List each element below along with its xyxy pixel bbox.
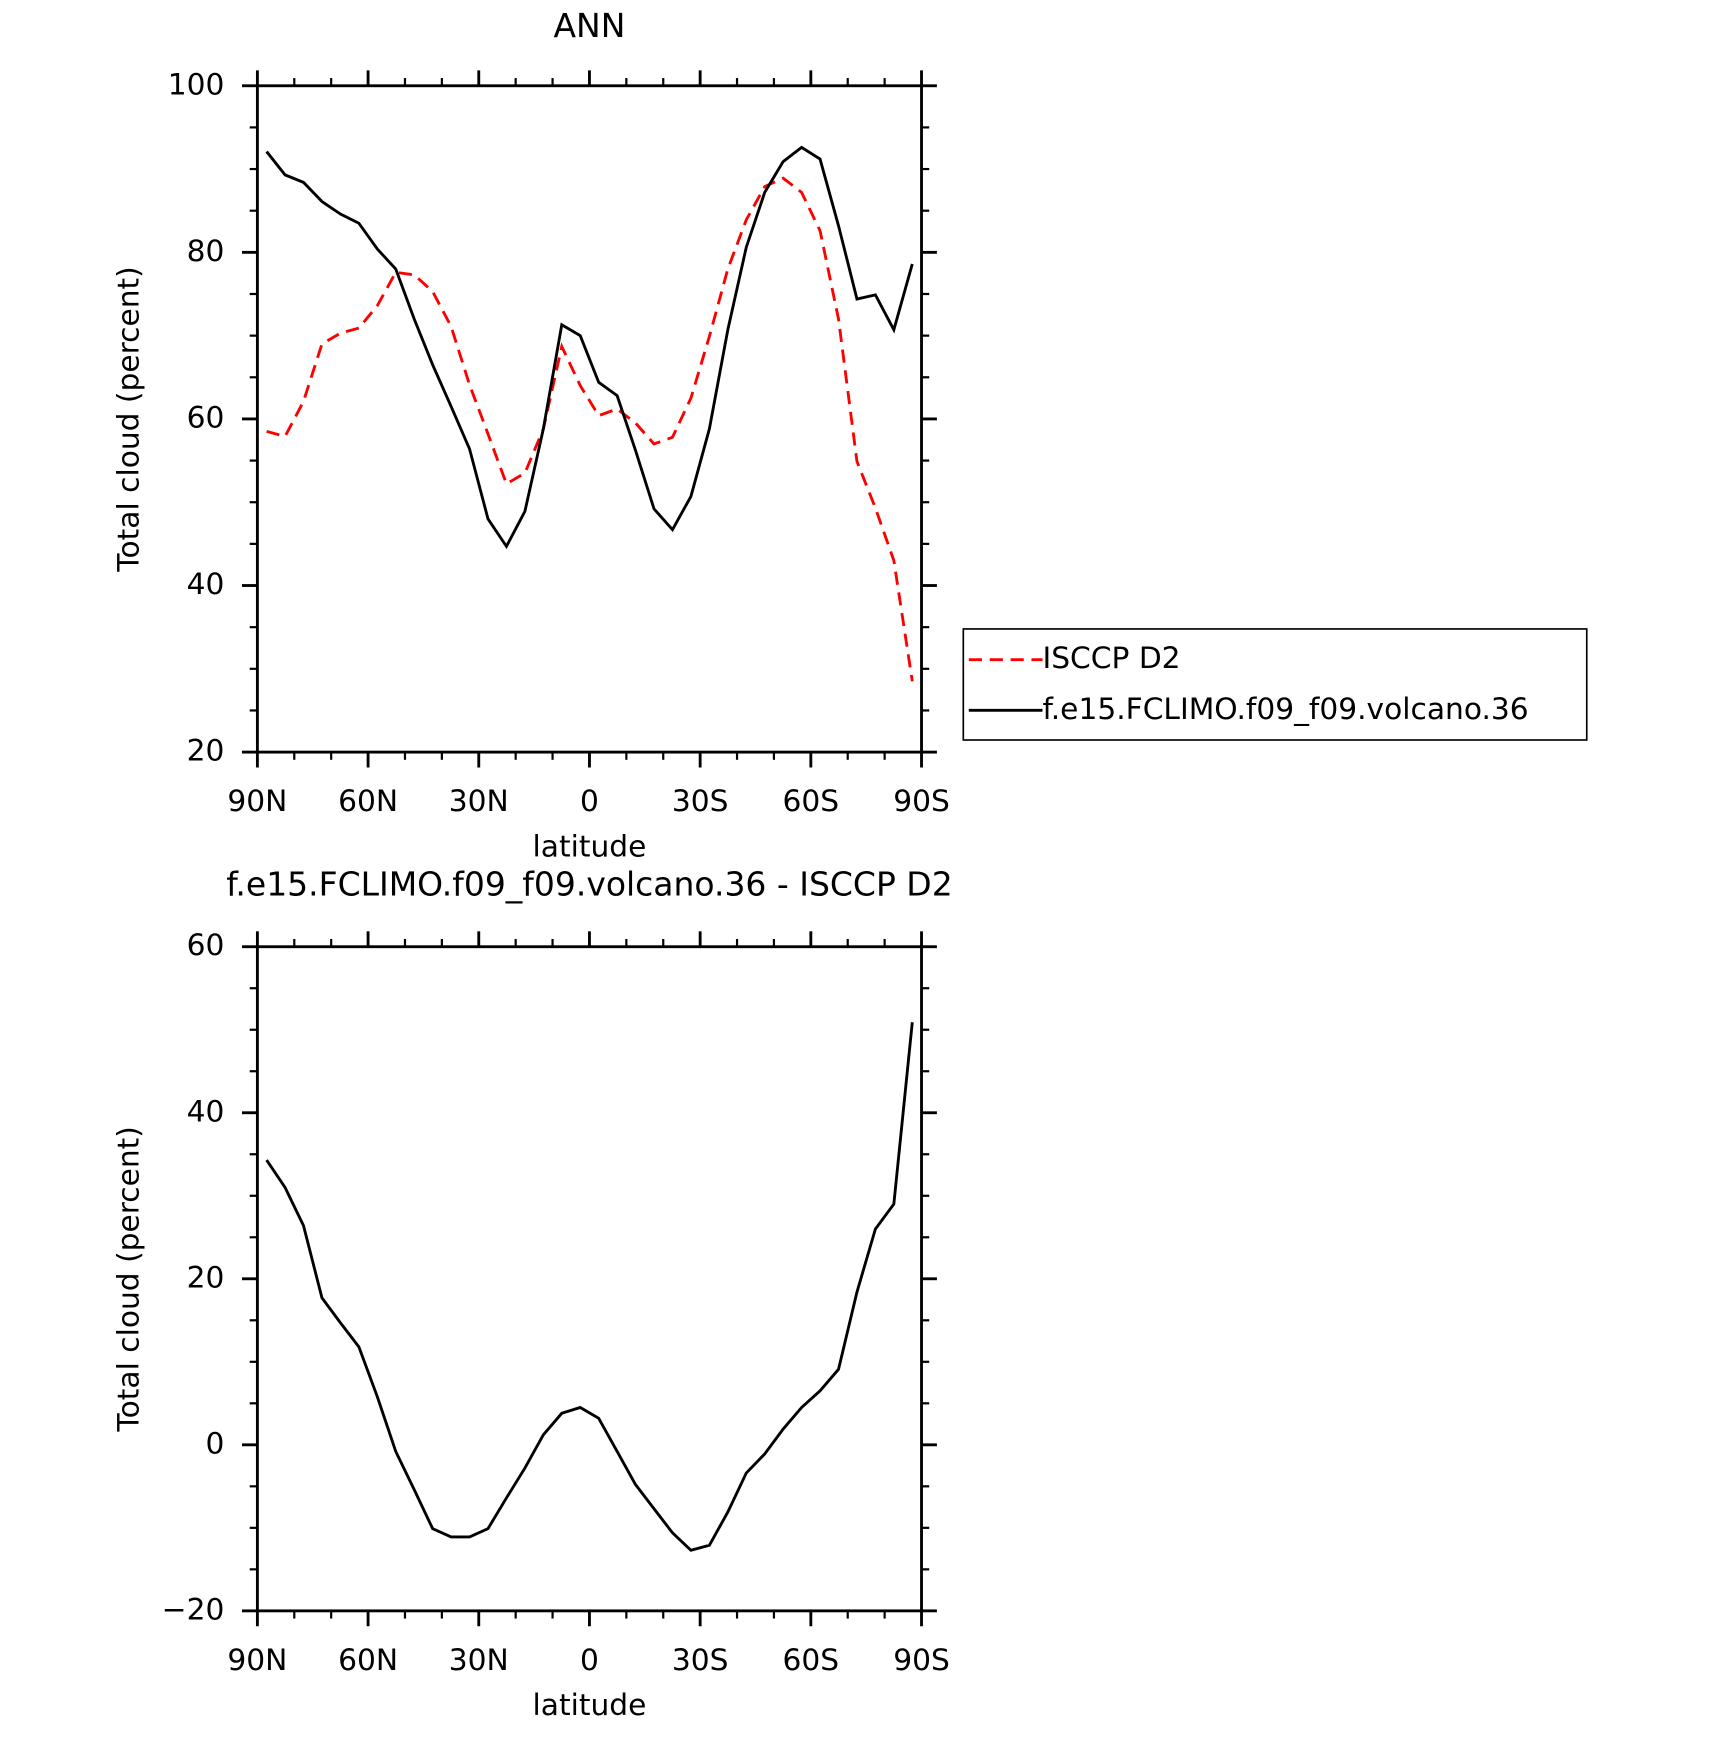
y-tick-label: 0 — [206, 1425, 225, 1460]
x-tick-label: 90N — [227, 1642, 287, 1677]
legend-box — [962, 628, 1588, 741]
chart-title: ANN — [554, 6, 626, 45]
x-tick-label: 90N — [227, 783, 287, 818]
data-line — [266, 176, 914, 682]
y-tick-label: −20 — [162, 1591, 225, 1626]
legend-label: f.e15.FCLIMO.f09_f09.volcano.36 — [1042, 691, 1528, 726]
x-tick-label: 30N — [449, 783, 509, 818]
y-tick-label: 60 — [187, 927, 225, 962]
y-axis-label: Total cloud (percent) — [110, 266, 145, 572]
x-tick-label: 0 — [580, 1642, 599, 1677]
y-tick-label: 100 — [168, 66, 225, 101]
x-tick-label: 30S — [672, 783, 729, 818]
y-tick-label: 20 — [187, 733, 225, 768]
y-tick-label: 20 — [187, 1259, 225, 1294]
x-axis-label: latitude — [533, 828, 647, 863]
y-tick-label: 40 — [187, 1093, 225, 1128]
x-tick-label: 60N — [338, 783, 398, 818]
x-tick-label: 0 — [580, 783, 599, 818]
data-line — [265, 145, 914, 550]
x-axis-label: latitude — [533, 1687, 647, 1722]
data-line — [265, 1022, 914, 1552]
x-tick-label: 90S — [893, 783, 950, 818]
x-tick-label: 30S — [672, 1642, 729, 1677]
x-tick-label: 90S — [893, 1642, 950, 1677]
y-tick-label: 80 — [187, 233, 225, 268]
y-tick-label: 40 — [187, 566, 225, 601]
x-tick-label: 60N — [338, 1642, 398, 1677]
x-tick-label: 60S — [783, 783, 840, 818]
y-tick-label: 60 — [187, 399, 225, 434]
legend-label: ISCCP D2 — [1042, 640, 1180, 675]
chart-title: f.e15.FCLIMO.f09_f09.volcano.36 - ISCCP … — [226, 865, 952, 904]
y-axis-label: Total cloud (percent) — [110, 1126, 145, 1432]
x-tick-label: 30N — [449, 1642, 509, 1677]
x-tick-label: 60S — [783, 1642, 840, 1677]
